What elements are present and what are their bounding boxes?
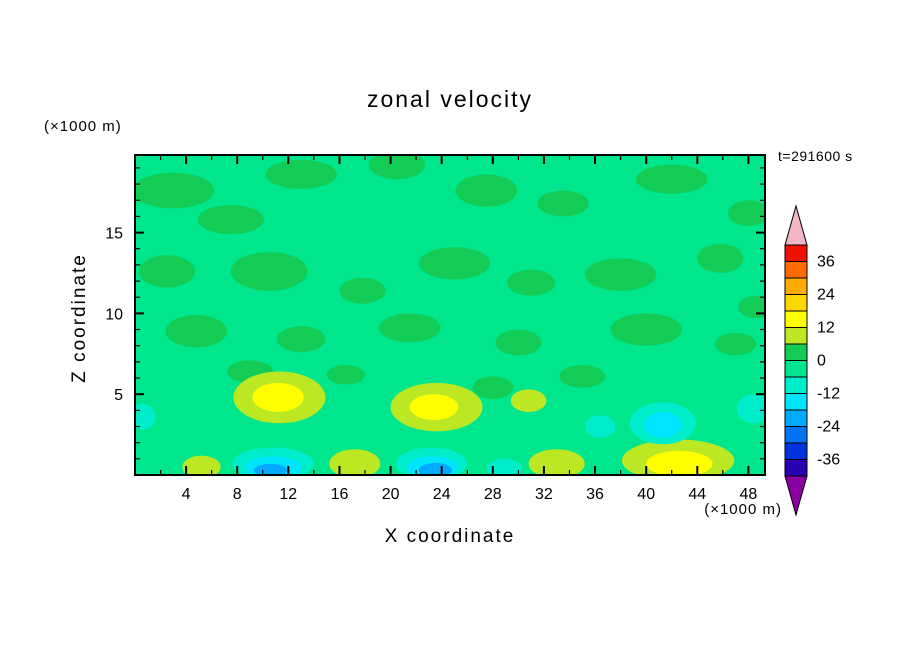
contour-region	[697, 243, 744, 273]
contour-region	[537, 190, 589, 217]
contour-region	[643, 412, 682, 438]
contour-region	[584, 258, 657, 291]
x-tick-label: 40	[637, 486, 655, 503]
contour-region	[635, 164, 708, 194]
contour-region	[506, 269, 556, 296]
contour-region	[165, 315, 227, 348]
contour-region	[455, 174, 518, 207]
contour-region	[329, 449, 381, 475]
colorbar-tick-label: 0	[817, 353, 826, 370]
contour-region	[182, 455, 221, 475]
contour-region	[252, 382, 304, 412]
colorbar-segment	[784, 327, 808, 345]
colorbar-segment	[784, 409, 808, 427]
colorbar-tick-label: -24	[817, 419, 840, 436]
contour-region	[265, 159, 337, 189]
contour-region	[736, 394, 765, 424]
contour-region	[409, 394, 459, 420]
x-tick-label: 32	[535, 486, 553, 503]
colorbar-segment	[784, 244, 808, 262]
contour-region	[559, 365, 606, 388]
x-tick-label: 36	[586, 486, 604, 503]
z-tick-label: 5	[114, 387, 123, 404]
colorbar-segment	[784, 426, 808, 444]
colorbar-tick-label: -12	[817, 386, 840, 403]
contour-region	[197, 205, 264, 235]
x-tick-label: 8	[233, 486, 242, 503]
colorbar-segment	[784, 376, 808, 394]
contour-region	[486, 458, 523, 475]
x-axis-unit-label: (×1000 m)	[704, 501, 782, 518]
colorbar-segment	[784, 343, 808, 361]
contour-field	[135, 155, 765, 475]
contour-region	[495, 329, 542, 356]
z-tick-label: 15	[105, 226, 123, 243]
contour-region	[646, 450, 713, 475]
colorbar-segment	[784, 261, 808, 279]
colorbar-segment	[784, 310, 808, 328]
contour-region	[418, 247, 491, 280]
colorbar-segment	[784, 459, 808, 477]
contour-region	[528, 449, 585, 475]
x-tick-label: 16	[331, 486, 349, 503]
contour-region	[326, 365, 366, 385]
contour-region	[510, 389, 547, 412]
contour-region	[610, 313, 682, 346]
colorbar-segment	[784, 393, 808, 411]
colorbar-tick-label: -36	[817, 452, 840, 469]
contour-region	[738, 295, 765, 319]
contour-region	[584, 415, 616, 438]
colorbar-tick-label: 12	[817, 320, 835, 337]
colorbar-arrow-down	[784, 475, 808, 517]
contour-region	[135, 172, 215, 209]
colorbar-segment	[784, 360, 808, 378]
contour-region	[728, 200, 765, 227]
x-tick-label: 44	[688, 486, 706, 503]
contour-region	[276, 326, 326, 353]
colorbar-segment	[784, 442, 808, 460]
colorbar-tick-label: 36	[817, 254, 835, 271]
x-tick-label: 12	[279, 486, 297, 503]
z-axis-unit-label: (×1000 m)	[44, 118, 122, 135]
colorbar-tick-label: 24	[817, 287, 835, 304]
contour-region	[379, 313, 441, 343]
contour-region	[138, 255, 195, 288]
z-axis-title: Z coordinate	[69, 253, 90, 383]
colorbar-arrow-up	[784, 204, 808, 246]
x-axis-title: X coordinate	[384, 526, 516, 547]
contour-region	[339, 277, 386, 304]
time-annotation: t=291600 s	[778, 148, 853, 164]
contour-region	[368, 155, 426, 180]
plot-title: zonal velocity	[366, 86, 534, 112]
x-tick-label: 20	[382, 486, 400, 503]
x-tick-label: 4	[182, 486, 191, 503]
colorbar: 36 24 12 0 -12 -24 -36	[784, 204, 840, 517]
x-tick-label: 28	[484, 486, 502, 503]
x-tick-label: 24	[433, 486, 451, 503]
z-tick-label: 10	[105, 306, 123, 323]
contour-region	[418, 462, 452, 475]
plot-frame	[134, 154, 766, 476]
x-tick-label: 48	[740, 486, 758, 503]
contour-region	[135, 403, 156, 430]
contour-region	[715, 332, 756, 356]
contour-region	[230, 252, 308, 291]
colorbar-segment	[784, 294, 808, 312]
colorbar-segment	[784, 277, 808, 295]
contour-region	[472, 376, 514, 399]
